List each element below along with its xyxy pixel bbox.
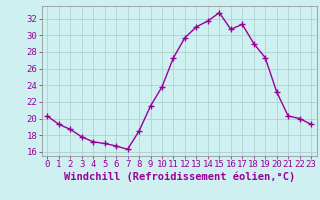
X-axis label: Windchill (Refroidissement éolien,°C): Windchill (Refroidissement éolien,°C): [64, 172, 295, 182]
